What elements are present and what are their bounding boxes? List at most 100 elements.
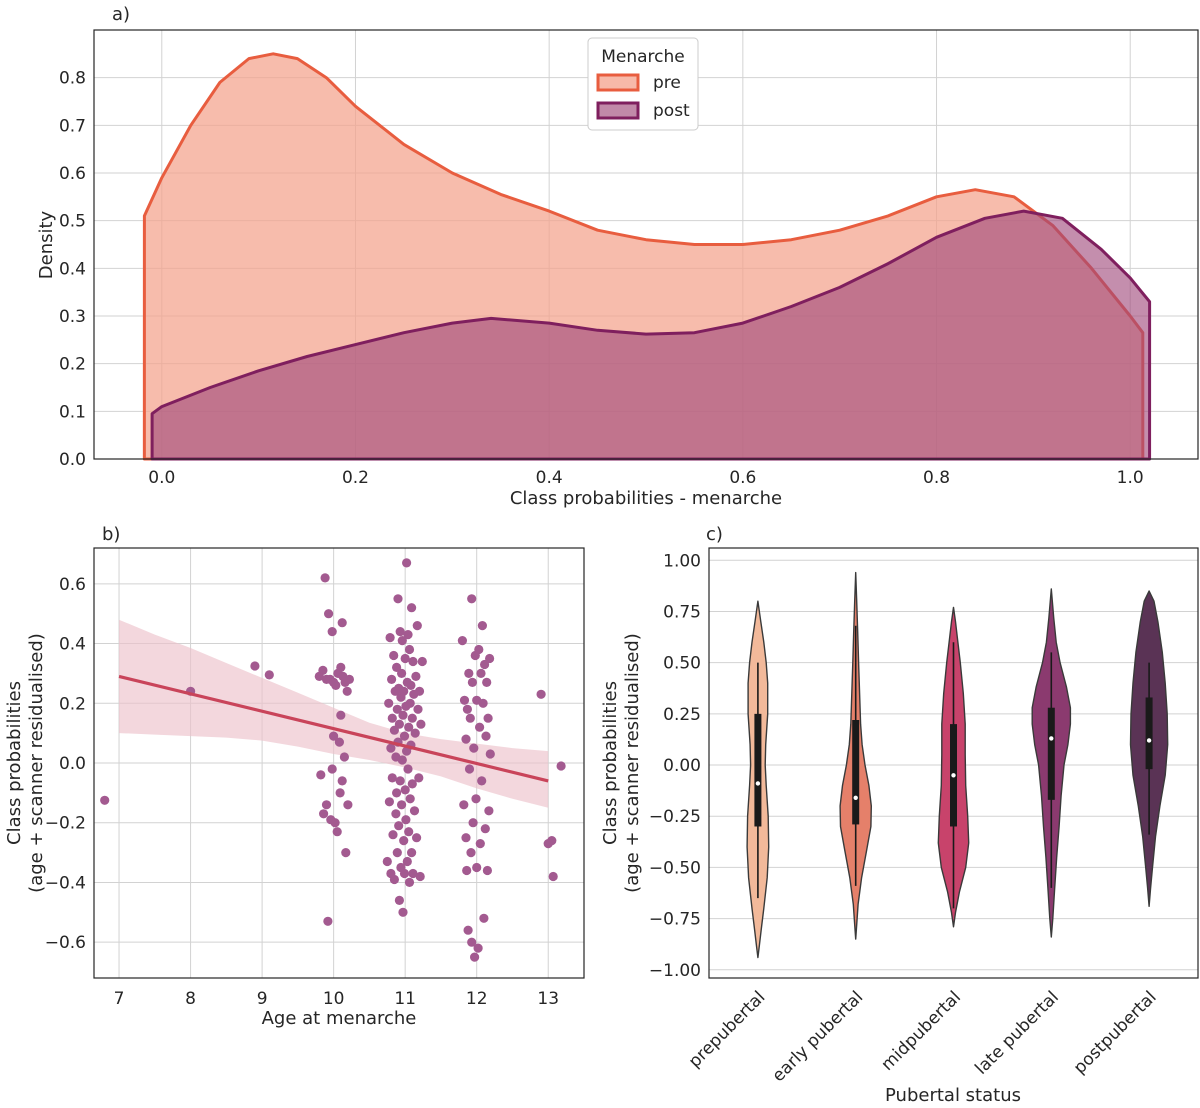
scatter-point xyxy=(316,770,326,780)
scatter-point xyxy=(471,794,481,804)
b-y-tick-label: 0.0 xyxy=(59,754,86,774)
scatter-point xyxy=(335,788,345,798)
scatter-point xyxy=(407,713,417,723)
scatter-point xyxy=(407,848,417,858)
panel-a-kde-chart: a) 0.0 0.2 0.4 0.6 0.8 1.0 0.0 0.1 0.2 0.3 0.4 0.5… xyxy=(36,4,1199,509)
scatter-point xyxy=(480,824,490,834)
scatter-point xyxy=(395,627,405,637)
scatter-point xyxy=(399,686,409,696)
b-x-tick-label: 10 xyxy=(323,989,345,1009)
scatter-point xyxy=(327,627,337,637)
scatter-point xyxy=(392,704,402,714)
scatter-point xyxy=(401,815,411,825)
scatter-point xyxy=(403,630,413,640)
scatter-point xyxy=(398,710,408,720)
scatter-point xyxy=(386,743,396,753)
b-x-tick-label: 7 xyxy=(114,989,125,1009)
scatter-point xyxy=(389,874,399,885)
scatter-point xyxy=(465,713,475,723)
c-y-tick-label: −0.75 xyxy=(649,910,701,930)
scatter-point xyxy=(342,686,352,696)
scatter-point xyxy=(482,677,492,688)
scatter-point xyxy=(467,937,477,947)
scatter-point xyxy=(413,704,423,714)
c-y-tick-label: −0.50 xyxy=(649,858,701,878)
a-x-tick-label: 0.6 xyxy=(729,468,756,488)
scatter-point xyxy=(479,913,489,923)
scatter-point xyxy=(462,704,472,714)
b-y-tick-label: 0.6 xyxy=(59,575,86,595)
scatter-point xyxy=(337,618,347,628)
c-y-tick-label: 1.00 xyxy=(663,551,701,571)
scatter-point xyxy=(323,916,333,926)
scatter-point xyxy=(548,871,558,882)
a-y-tick-label: 0.3 xyxy=(59,307,86,327)
a-x-tick-label: 1.0 xyxy=(1117,468,1144,488)
scatter-point xyxy=(344,674,354,685)
scatter-point xyxy=(318,665,328,676)
scatter-point xyxy=(483,713,493,723)
scatter-point xyxy=(392,788,402,798)
scatter-point xyxy=(399,836,409,846)
b-x-tick-label: 11 xyxy=(394,989,416,1009)
confidence-band xyxy=(119,619,549,808)
scatter-point xyxy=(319,809,329,819)
panel-c-label: c) xyxy=(706,524,723,545)
panel-c-x-axis-label: Pubertal status xyxy=(885,1085,1021,1106)
scatter-point xyxy=(474,644,484,655)
legend-swatch-pre xyxy=(596,73,640,92)
kde-line-post xyxy=(150,209,1152,461)
b-x-tick-label: 12 xyxy=(466,989,488,1009)
violin-iqr-box xyxy=(754,713,762,827)
scatter-point xyxy=(467,677,477,688)
scatter-point xyxy=(387,713,397,723)
violin-median xyxy=(951,773,956,778)
a-y-tick-label: 0.2 xyxy=(59,355,86,375)
scatter-point xyxy=(332,827,342,837)
scatter-point xyxy=(100,795,110,805)
scatter-point xyxy=(329,731,339,741)
scatter-point xyxy=(467,594,477,604)
scatter-point xyxy=(395,776,405,786)
c-y-tick-label: 0.25 xyxy=(663,705,701,725)
scatter-point xyxy=(462,865,472,876)
legend-title: Menarche xyxy=(601,47,685,67)
scatter-point xyxy=(397,800,407,810)
c-y-tick-label: −1.00 xyxy=(649,961,701,981)
scatter-point xyxy=(416,719,426,729)
scatter-point xyxy=(475,839,485,849)
panel-c-y-axis-label-line1: Class probabilities xyxy=(600,681,621,845)
b-x-tick-label: 9 xyxy=(257,989,268,1009)
scatter-point xyxy=(464,764,475,774)
scatter-point xyxy=(402,558,412,568)
panel-b-x-axis-label: Age at menarche xyxy=(262,1008,417,1029)
scatter-point xyxy=(477,621,487,631)
panel-b-scatter-chart: b) 7 8 9 10 11 12 13 −0.6−0.4−0.20.00.20.40.6 … xyxy=(4,524,585,1029)
scatter-point xyxy=(392,848,402,858)
scatter-point xyxy=(394,821,404,831)
b-x-tick-label: 13 xyxy=(537,989,559,1009)
scatter-point xyxy=(389,650,399,661)
scatter-point xyxy=(384,797,394,807)
scatter-point xyxy=(556,761,566,771)
scatter-point xyxy=(463,925,473,935)
scatter-point xyxy=(457,636,467,646)
b-y-tick-label: 0.2 xyxy=(59,694,86,714)
scatter-point xyxy=(405,698,415,708)
scatter-point xyxy=(385,633,395,643)
scatter-point xyxy=(334,737,344,747)
scatter-point xyxy=(398,907,408,917)
scatter-point xyxy=(410,728,420,738)
violin-median xyxy=(1049,736,1054,741)
scatter-point xyxy=(409,806,420,816)
b-y-tick-label: 0.4 xyxy=(59,635,86,655)
panel-a-legend: Menarche pre post xyxy=(587,37,699,131)
scatter-point xyxy=(464,668,474,679)
scatter-point xyxy=(407,779,417,789)
scatter-point xyxy=(394,719,404,729)
scatter-point xyxy=(387,773,397,783)
scatter-point xyxy=(341,848,351,858)
scatter-point xyxy=(339,752,349,762)
panel-c-frame xyxy=(708,547,1199,979)
